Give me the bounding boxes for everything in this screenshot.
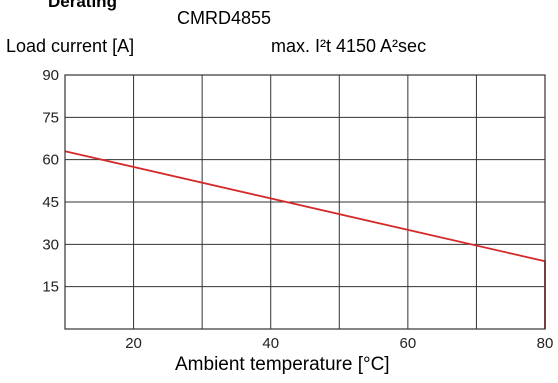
grid — [65, 75, 545, 329]
x-tick-labels: 20 40 60 80 — [125, 335, 553, 352]
x-tick-label: 20 — [125, 335, 142, 352]
series-group — [64, 150, 546, 329]
x-axis-label: Ambient temperature [°C] — [175, 354, 390, 375]
y-tick-label: 60 — [42, 152, 59, 169]
derating-line — [64, 150, 546, 329]
section-title: Derating — [48, 0, 117, 11]
y-tick-label: 90 — [42, 67, 59, 84]
i2t-note: max. I²t 4150 A²sec — [271, 36, 427, 56]
y-tick-label: 45 — [42, 194, 59, 211]
y-tick-labels: 15 30 45 60 75 90 — [42, 67, 59, 296]
y-axis-label: Load current [A] — [6, 36, 135, 56]
y-tick-label: 30 — [42, 236, 59, 253]
plot-frame — [64, 74, 546, 330]
y-tick-label: 75 — [42, 109, 59, 126]
x-tick-label: 60 — [400, 335, 417, 352]
x-tick-label: 40 — [262, 335, 279, 352]
chart-title: CMRD4855 — [177, 8, 272, 28]
y-tick-label: 15 — [42, 279, 59, 296]
x-tick-label: 80 — [537, 335, 554, 352]
